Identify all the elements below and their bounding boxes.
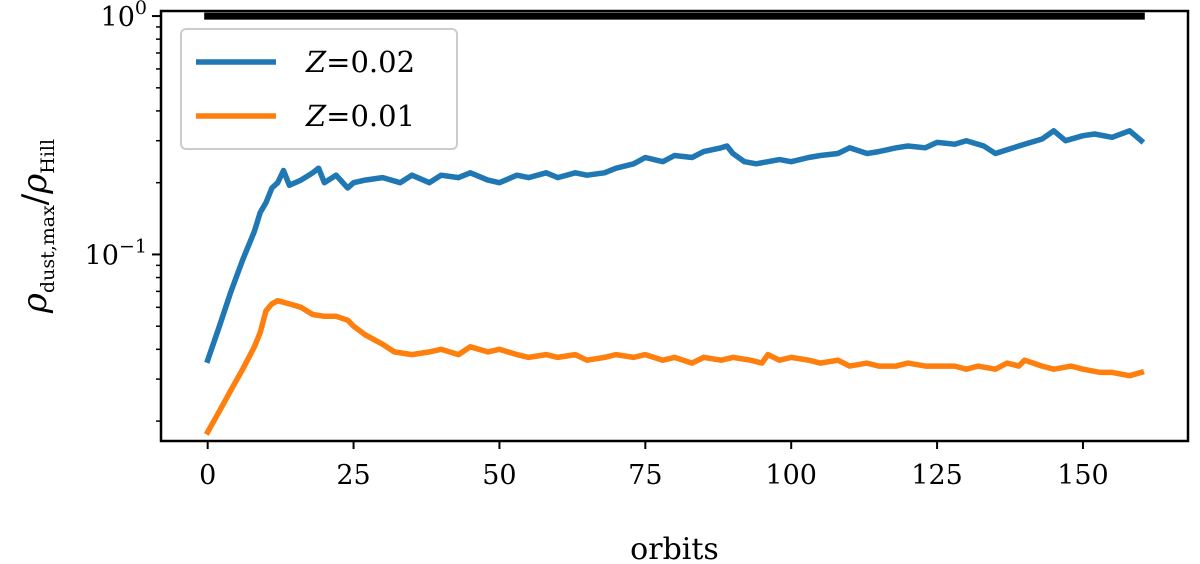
legend: Z=0.02 Z=0.01 [180,28,458,150]
x-tick-label: 100 [765,460,817,491]
y-axis-label: ρdust,max/ρHill [15,139,59,314]
x-tick-label: 75 [628,460,662,491]
series-line-0 [204,128,1146,364]
y-tick-label: 10−1 [85,235,147,271]
x-tick-label: 150 [1057,460,1109,491]
legend-box [180,28,458,150]
series-line-1 [203,297,1145,436]
y-tick-label: 100 [101,0,147,33]
x-axis-label: orbits [630,532,719,564]
x-tick-label: 0 [199,460,216,491]
plot-frame [159,9,1190,443]
legend-entry-label: Z=0.01 [305,99,415,133]
series-layer [203,12,1146,436]
x-tick-label: 50 [482,460,516,491]
x-tick-label: 25 [336,460,370,491]
x-ticks: 0 25 50 75 100 125 150 [199,441,1109,491]
legend-entry-label: Z=0.02 [305,45,415,79]
y-ticks: 100 10−1 [85,0,161,422]
x-tick-label: 125 [911,460,963,491]
